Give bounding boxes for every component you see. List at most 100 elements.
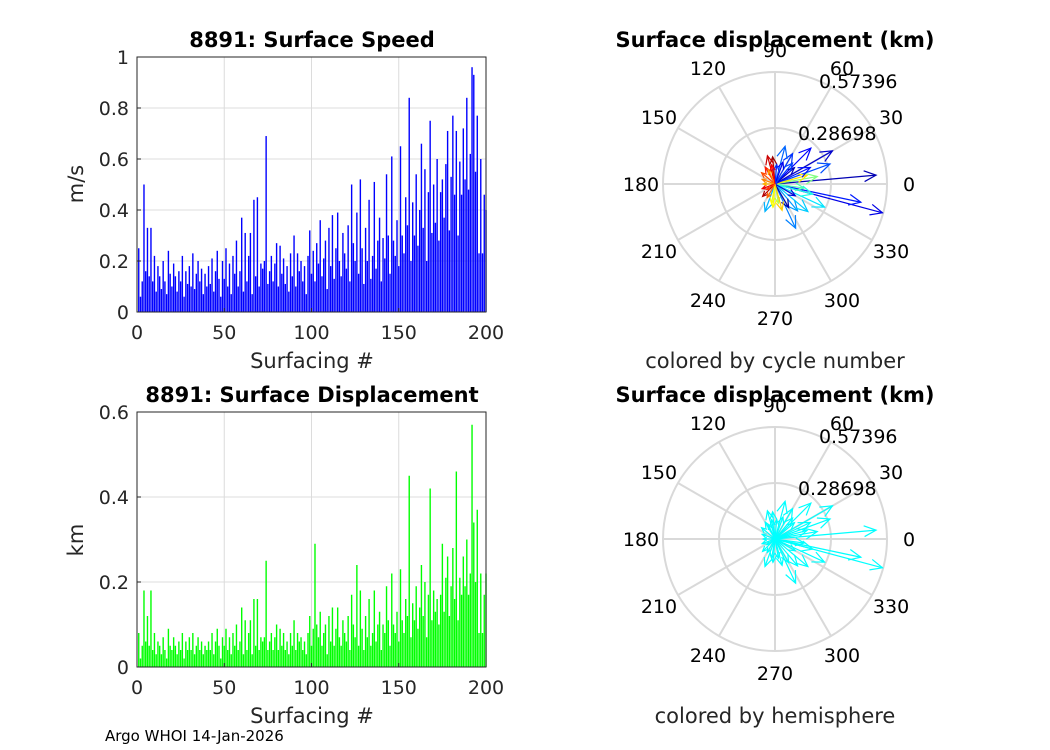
speed-bar [349,281,351,312]
speed-bar [384,258,386,312]
disp-bar [317,637,320,667]
polar2-spoke [677,482,776,540]
disp-bar [405,599,407,667]
disp-bar [420,565,423,667]
disp-bar [265,560,267,667]
polar2-arrow-head [799,540,815,552]
speed-bar [323,258,325,312]
speed-bar [480,159,482,312]
polar2-arrow-head [760,533,767,538]
polar2-angle-label: 90 [763,395,787,417]
speed-bar [260,263,262,312]
disp-bar [321,645,323,667]
disp-bar [274,637,276,667]
disp-bar [192,633,194,667]
speed-bar [171,286,173,312]
speed-bar [424,169,426,312]
speed-bar [371,255,374,312]
disp-bar [331,607,334,667]
speed-bar [429,120,431,312]
polar2-angle-label: 0 [903,529,915,551]
disp-bar [366,637,369,667]
polar2-arrow-head [794,537,806,547]
polar1-arrow-shaft [774,174,877,185]
polar1-arrow-head [847,193,863,206]
speed-bar [396,220,398,312]
polar2-arrow-shaft [774,518,831,540]
disp-bar [361,628,363,667]
polar2-arrow-head [775,556,785,567]
disp-ytick-label: 0.6 [99,402,129,424]
disp-bar [441,543,444,667]
disp-bar [270,633,273,667]
speed-bar [225,248,227,312]
polar1-arrow-shaft [774,166,811,185]
polar1-arrow-shaft [774,183,862,203]
polar1-arrow-shaft [772,183,776,208]
speed-bar [139,296,142,312]
disp-bar [342,620,344,667]
speed-bar [289,253,292,312]
disp-bar [146,616,149,667]
disp-bar [218,645,220,667]
polar2-arrow-head [786,521,796,531]
speed-bar [336,212,339,312]
disp-bar [277,650,280,667]
disp-bar [249,620,252,667]
disp-bar [247,633,250,667]
disp-bar [296,633,299,667]
speed-bar [378,217,381,312]
polar1-arrow-shaft [774,161,784,185]
speed-bar [333,278,335,312]
speed-bar [441,179,444,312]
speed-title: 8891: Surface Speed [189,28,435,52]
disp-bar [165,658,168,667]
disp-bar [427,594,430,667]
disp-bar [343,633,346,667]
speed-bar [473,74,475,312]
polar2-angle-label: 120 [690,413,726,435]
speed-ytick-label: 1 [117,47,129,69]
speed-bar [345,268,348,312]
speed-bar [448,230,451,312]
polar2-arrow-head [784,516,794,527]
polar1-arrow-shaft [774,183,809,213]
disp-bar [155,654,157,667]
speed-bar [251,294,253,312]
speed-bar [138,248,140,312]
speed-bar [277,286,280,312]
disp-bar [394,633,396,667]
polar1-arrow-head [787,189,797,197]
polar1-arrow-head [786,199,799,213]
polar1-arrow-head [784,161,794,172]
disp-bar [474,582,477,667]
speed-ylabel: m/s [64,165,88,203]
speed-bar [172,263,175,312]
speed-bar [228,263,231,312]
disp-bar [452,548,454,667]
disp-bar [261,641,264,667]
speed-bar [405,197,407,312]
polar2-arrow-shaft [766,538,776,553]
speed-bar [256,197,259,312]
polar1-labels: 0 30 60 90 120 150 180 210 240 270 300 330 0.28698 0.… [623,40,915,330]
polar1-arrow-head [785,215,797,230]
speed-bar [427,192,430,312]
disp-bar [338,637,341,667]
disp-bar [478,633,480,667]
polar2-angle-label: 270 [757,663,793,685]
disp-bar [145,641,147,667]
polar1-arrow-head [769,155,778,166]
speed-bar [291,276,294,312]
polar1-arrow-head [796,173,809,183]
disp-bar [185,641,187,667]
speed-bar [474,171,477,312]
disp-bar [307,633,309,667]
polar2-arrow-head [761,545,769,553]
speed-bar [270,255,273,312]
speed-bar [152,281,154,312]
polar1-arrow-shaft [774,183,790,208]
speed-bar [415,174,417,312]
disp-bar [230,654,232,667]
disp-bar [378,611,381,667]
